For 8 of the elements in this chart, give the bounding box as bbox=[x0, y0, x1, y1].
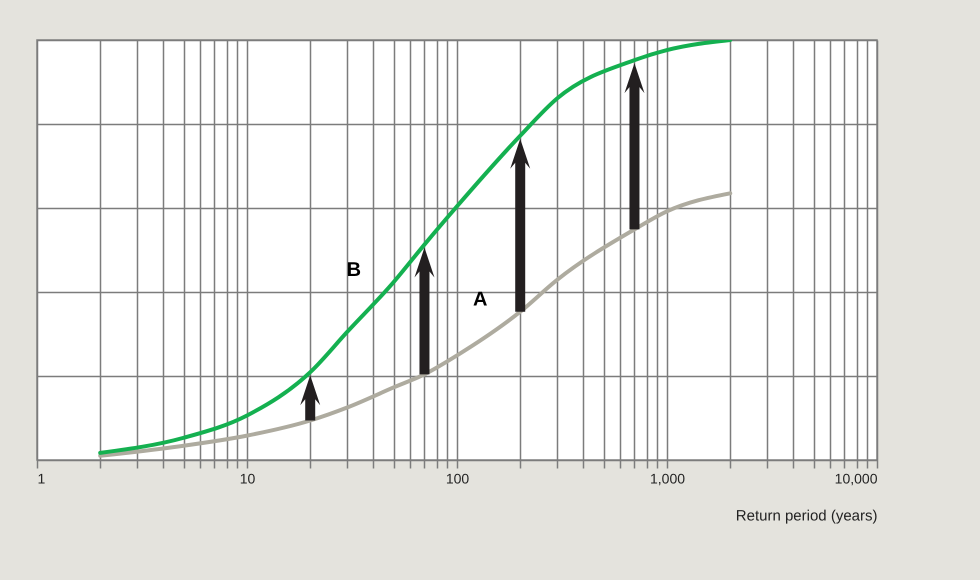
x-axis-title: Return period (years) bbox=[736, 508, 878, 524]
x-tick-label: 10 bbox=[240, 470, 256, 486]
series-label: B bbox=[346, 258, 362, 281]
x-tick-label: 100 bbox=[446, 470, 470, 486]
x-tick-label: 1,000 bbox=[650, 470, 686, 486]
series-label: A bbox=[472, 288, 488, 311]
x-tick-label: 10,000 bbox=[834, 470, 878, 486]
x-tick-label: 1 bbox=[38, 470, 46, 486]
